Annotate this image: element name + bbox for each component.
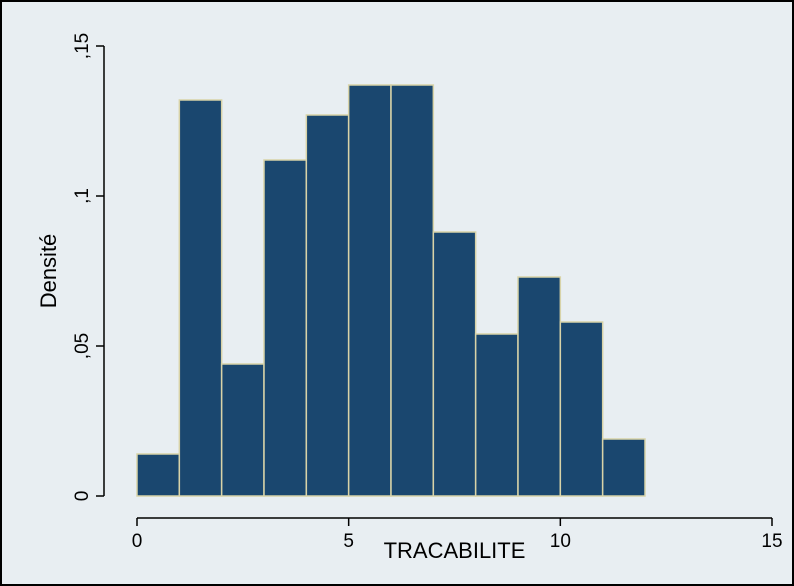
histogram-bar-9: [517, 276, 562, 497]
histogram-bar-10: [559, 321, 604, 497]
x-tick-label-2: 10: [550, 531, 571, 552]
y-axis-title: Densité: [36, 234, 61, 309]
histogram-bar-1: [178, 99, 223, 497]
histogram-bar-6: [390, 84, 435, 497]
x-ticks-group: 0 5 10 15: [132, 518, 783, 552]
y-tick-label-1: ,05: [72, 333, 93, 359]
histogram-bar-8: [474, 333, 519, 497]
y-tick-label-0: 0: [72, 491, 93, 502]
y-tick-label-2: ,1: [72, 188, 93, 204]
y-ticks-group: 0 ,05 ,1 ,15: [72, 33, 104, 502]
bars-group: [136, 84, 646, 497]
histogram-bar-2: [220, 363, 265, 497]
x-tick-label-1: 5: [343, 531, 354, 552]
histogram-bar-3: [263, 159, 308, 497]
x-tick-label-3: 15: [761, 531, 782, 552]
x-tick-label-0: 0: [132, 531, 143, 552]
y-tick-label-3: ,15: [72, 33, 93, 59]
histogram-bar-11: [601, 438, 646, 497]
histogram-bar-5: [347, 84, 392, 497]
histogram-bar-7: [432, 231, 477, 497]
x-axis-title: TRACABILITE: [384, 538, 526, 563]
histogram-bar-0: [136, 453, 181, 497]
histogram-bar-4: [305, 114, 350, 497]
